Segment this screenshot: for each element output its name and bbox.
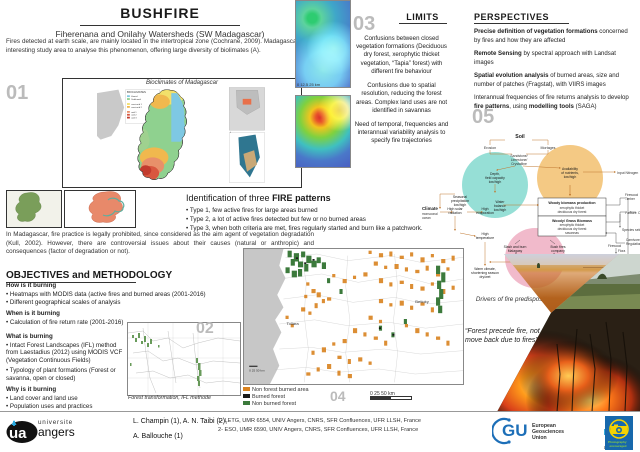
svg-text:Mortages: Mortages	[541, 146, 556, 150]
svg-text:BIOCLIMATES: BIOCLIMATES	[127, 90, 146, 94]
svg-text:low/high: low/high	[564, 175, 577, 179]
svg-text:arid 3: arid 3	[131, 117, 137, 120]
svg-text:Pasture: Pasture	[625, 211, 637, 215]
svg-text:encouraged: encouraged	[610, 444, 627, 448]
svg-text:semi-arid 2: semi-arid 2	[131, 106, 142, 109]
svg-text:arid 2: arid 2	[131, 114, 137, 117]
svg-text:Regulation: Regulation	[626, 242, 640, 246]
svg-text:evaporation: evaporation	[476, 211, 494, 215]
svg-text:deciduous dry forest: deciduous dry forest	[558, 210, 587, 214]
svg-text:Firewood: Firewood	[608, 244, 621, 248]
svg-text:temperature: temperature	[476, 236, 494, 240]
svg-text:arid 1: arid 1	[131, 111, 137, 114]
svg-text:Erosion: Erosion	[484, 146, 496, 150]
svg-text:ua: ua	[9, 425, 27, 442]
svg-text:Timber: Timber	[625, 197, 636, 201]
svg-text:Malagasy: Malagasy	[508, 249, 523, 253]
svg-text:Indian ocean: Indian ocean	[235, 140, 237, 154]
svg-text:low/high: low/high	[494, 208, 507, 212]
svg-text:low/high: low/high	[489, 180, 502, 184]
svg-text:Soil: Soil	[515, 134, 525, 140]
svg-text:Subhumid: Subhumid	[131, 99, 141, 101]
svg-text:Crystalline: Crystalline	[511, 162, 527, 166]
svg-text:savannas: savannas	[565, 231, 579, 235]
svg-text:dry/wet: dry/wet	[480, 275, 491, 279]
svg-text:Humid: Humid	[131, 96, 138, 98]
svg-text:Woody biomass production: Woody biomass production	[548, 201, 595, 205]
svg-text:Toliara: Toliara	[287, 322, 300, 326]
svg-text:GU: GU	[502, 421, 528, 440]
svg-text:Input Nitrogen: Input Nitrogen	[617, 171, 638, 175]
svg-text:0 25 50 km: 0 25 50 km	[249, 369, 265, 373]
svg-text:Species selection: Species selection	[622, 228, 640, 232]
svg-text:semi-arid 1: semi-arid 1	[131, 103, 142, 106]
svg-text:company: company	[551, 249, 565, 253]
svg-text:Flora: Flora	[618, 249, 625, 253]
svg-text:Union: Union	[532, 435, 547, 441]
